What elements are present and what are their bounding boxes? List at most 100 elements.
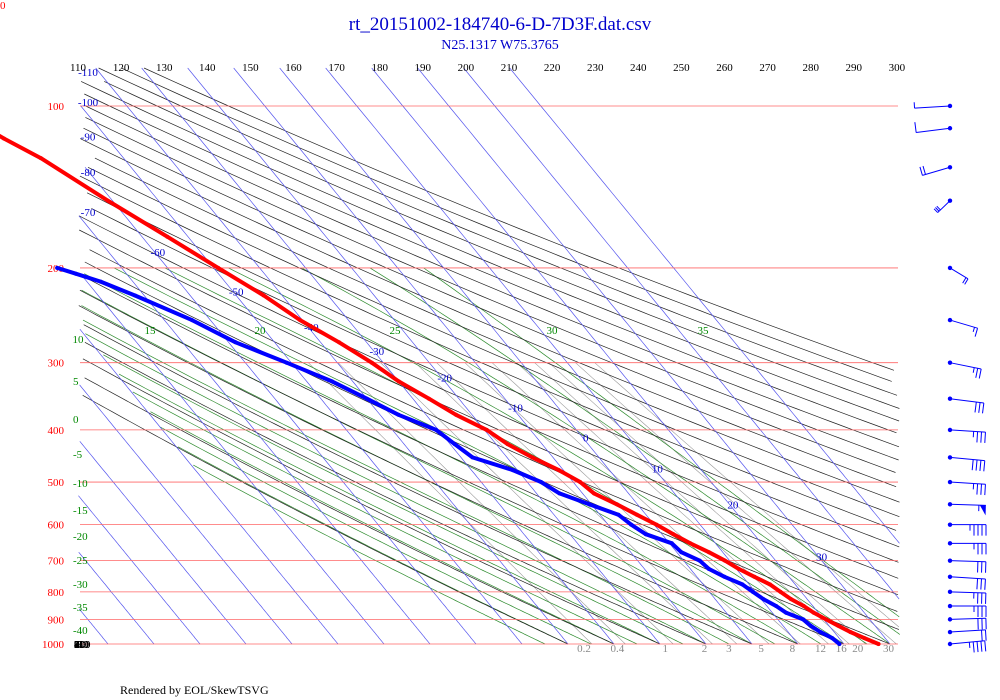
moist-adiabat-line bbox=[178, 446, 569, 645]
dry-adiabat-label: 80 bbox=[74, 639, 86, 651]
dry-adiabat-line bbox=[84, 377, 615, 645]
wind-barb-flag bbox=[980, 483, 983, 495]
temperature-trace bbox=[0, 133, 881, 646]
dry-adiabat-line bbox=[82, 358, 661, 645]
mixing-ratio-label: 8 bbox=[790, 643, 796, 655]
temperature-point bbox=[105, 198, 110, 203]
dry-adiabat-line bbox=[98, 67, 898, 396]
wind-barb-shaft bbox=[949, 319, 978, 329]
mixing-ratio-label: 16 bbox=[836, 643, 848, 655]
mixing-ratio-label: 1 bbox=[662, 643, 668, 655]
dry-adiabat-label: 60 bbox=[74, 639, 86, 651]
temperature-point bbox=[811, 610, 816, 615]
isotherm-line bbox=[371, 67, 845, 645]
isotherm-label: 0 bbox=[583, 432, 589, 444]
wind-barb-shaft bbox=[949, 267, 969, 280]
dewpoint-point bbox=[679, 550, 684, 555]
dry-adiabat-label: 90 bbox=[74, 639, 86, 651]
dewpoint-point bbox=[233, 340, 238, 345]
mixing-ratio-line bbox=[436, 362, 738, 645]
dry-adiabat-line bbox=[91, 208, 899, 563]
top-axis-label: 300 bbox=[889, 62, 906, 74]
wind-barb-flag bbox=[984, 578, 986, 590]
isotherm-label: -90 bbox=[81, 132, 96, 144]
dry-adiabat-line bbox=[78, 305, 799, 645]
dry-adiabat-line bbox=[78, 215, 899, 579]
wind-barb-station bbox=[947, 455, 953, 460]
wind-barb-flag bbox=[984, 484, 986, 496]
isotherm-line bbox=[279, 67, 753, 645]
dry-adiabat-line bbox=[121, 67, 892, 382]
isotherm-line bbox=[233, 67, 707, 645]
dry-adiabat-label: -20 bbox=[74, 639, 89, 651]
moist-adiabat-line bbox=[85, 333, 707, 645]
moist-adiabat-line bbox=[118, 373, 661, 645]
mixing-ratio-line bbox=[308, 362, 593, 645]
moist-adiabat-label: -30 bbox=[73, 579, 88, 591]
wind-barb-shaft bbox=[916, 127, 951, 134]
dry-adiabats bbox=[78, 67, 900, 645]
chart-title: rt_20151002-184740-6-D-7D3F.dat.csv bbox=[348, 14, 652, 35]
top-axis-label: 180 bbox=[371, 62, 388, 74]
moist-adiabat-line bbox=[81, 305, 753, 645]
dewpoint-point bbox=[434, 427, 439, 432]
isobar-label: 1000 bbox=[42, 639, 65, 651]
top-axis-label: 250 bbox=[673, 62, 690, 74]
moist-adiabat-label: 35 bbox=[698, 325, 710, 337]
isotherm-label: -10 bbox=[508, 403, 523, 415]
dry-adiabat-line bbox=[80, 138, 897, 488]
dewpoint-point bbox=[830, 636, 835, 641]
moist-adiabat-line bbox=[84, 273, 799, 645]
wind-barb-flag bbox=[981, 630, 983, 641]
temperature-point bbox=[505, 442, 510, 447]
temperature-point bbox=[824, 617, 829, 622]
wind-barb-flag bbox=[982, 402, 985, 414]
top-axis-label: 270 bbox=[759, 62, 776, 74]
dry-adiabat-label: 10 bbox=[74, 639, 86, 651]
moist-adiabat-label: -20 bbox=[73, 531, 88, 543]
dry-adiabat-label: 70 bbox=[74, 639, 86, 651]
moist-adiabat-label: -25 bbox=[73, 555, 88, 567]
dry-adiabat-line bbox=[85, 117, 899, 461]
wind-barb-flag bbox=[935, 207, 940, 212]
wind-barb-half-flag bbox=[972, 367, 975, 373]
moist-adiabat-line bbox=[132, 391, 638, 645]
temperature-point bbox=[427, 396, 431, 401]
temperature-point bbox=[767, 582, 772, 587]
isotherm-line bbox=[79, 441, 247, 645]
temperature-point bbox=[165, 234, 170, 239]
wind-barb-station bbox=[947, 427, 953, 433]
dewpoint-point bbox=[740, 582, 745, 587]
isotherm-line bbox=[187, 67, 661, 645]
mixing-ratio-label: 3 bbox=[726, 643, 732, 655]
top-axis-label: 130 bbox=[156, 62, 173, 74]
isotherm-line bbox=[80, 105, 523, 645]
temperature-point bbox=[736, 566, 741, 571]
top-axis-label: 230 bbox=[587, 62, 604, 74]
dry-adiabat-line bbox=[143, 67, 895, 371]
wind-barb-shaft bbox=[922, 166, 951, 176]
temperature-point bbox=[578, 480, 583, 484]
dry-adiabat-line bbox=[104, 81, 900, 409]
temperature-point bbox=[2, 136, 7, 141]
wind-barb-flag bbox=[978, 368, 982, 379]
temperature-point bbox=[654, 522, 659, 527]
dewpoint-point bbox=[98, 279, 103, 284]
dewpoint-point bbox=[616, 512, 621, 517]
mixing-ratio-label: 30 bbox=[883, 643, 895, 655]
wind-barb-shaft bbox=[949, 640, 985, 645]
temperature-point bbox=[752, 574, 757, 579]
wind-barb-flag bbox=[976, 578, 979, 590]
dewpoint-point bbox=[629, 522, 634, 527]
temperature-point bbox=[862, 636, 867, 641]
moist-adiabat-label: 0 bbox=[73, 414, 79, 426]
wind-barb-flag bbox=[975, 368, 979, 378]
dry-adiabat-line bbox=[89, 249, 898, 612]
temperature-point bbox=[369, 360, 374, 365]
top-axis-label: 200 bbox=[458, 62, 475, 74]
mixing-ratio-lines bbox=[308, 362, 900, 645]
dewpoint-point bbox=[452, 442, 457, 447]
dewpoint-point bbox=[801, 617, 806, 622]
wind-barb-flag bbox=[974, 401, 977, 413]
isotherm-line bbox=[463, 67, 900, 600]
